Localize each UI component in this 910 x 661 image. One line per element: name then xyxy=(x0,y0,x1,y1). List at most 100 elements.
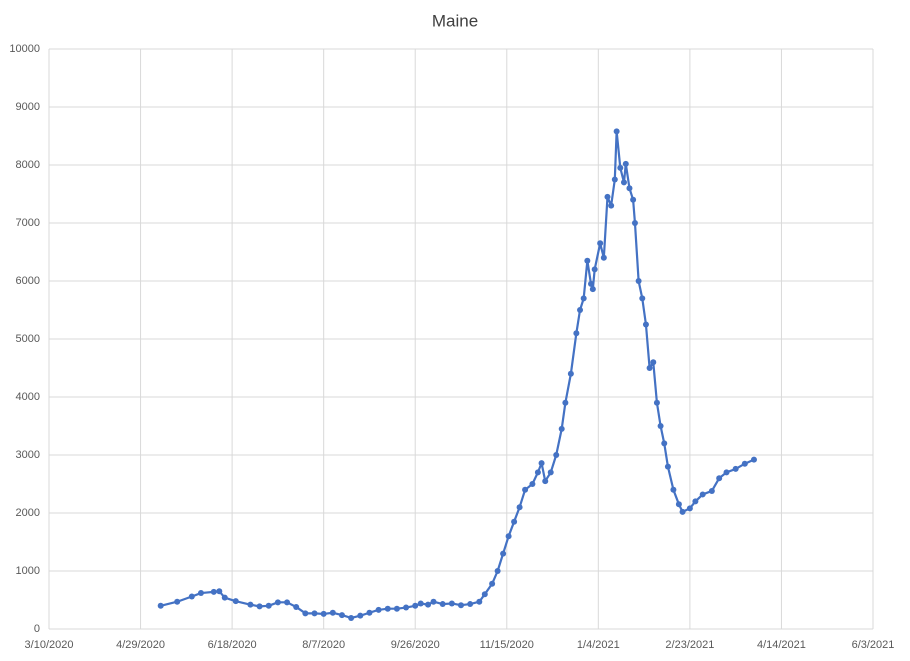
x-tick-label: 8/7/2020 xyxy=(302,639,345,651)
data-point xyxy=(679,508,686,515)
data-point xyxy=(708,487,715,494)
data-point xyxy=(375,606,382,613)
data-point xyxy=(750,456,757,463)
x-tick-label: 4/29/2020 xyxy=(116,639,165,651)
data-point xyxy=(256,603,263,610)
data-point xyxy=(686,505,693,512)
data-point xyxy=(600,254,607,261)
data-point xyxy=(357,612,364,619)
data-point xyxy=(393,605,400,612)
data-point xyxy=(522,486,529,493)
data-point xyxy=(597,240,604,247)
data-point xyxy=(567,370,574,377)
data-point xyxy=(403,604,410,611)
x-tick-label: 11/15/2020 xyxy=(480,639,534,651)
y-tick-label: 6000 xyxy=(16,275,40,287)
data-point xyxy=(489,580,496,587)
data-point xyxy=(626,185,633,192)
data-point xyxy=(417,600,424,607)
data-point xyxy=(547,469,554,476)
data-point xyxy=(741,460,748,467)
data-point xyxy=(716,475,723,482)
x-tick-label: 1/4/2021 xyxy=(577,639,620,651)
x-tick-label: 6/18/2020 xyxy=(208,639,257,651)
y-tick-label: 3000 xyxy=(16,449,40,461)
data-point xyxy=(320,610,327,617)
data-point xyxy=(174,598,181,605)
data-point xyxy=(348,614,355,621)
data-point xyxy=(430,598,437,605)
data-point xyxy=(293,603,300,610)
data-point xyxy=(732,465,739,472)
data-point xyxy=(580,295,587,302)
data-point xyxy=(657,423,664,429)
y-tick-label: 5000 xyxy=(16,333,40,345)
data-point xyxy=(412,602,419,609)
data-point xyxy=(221,594,228,601)
y-tick-label: 1000 xyxy=(16,565,40,577)
data-point xyxy=(467,601,474,608)
data-point xyxy=(608,202,615,209)
data-point xyxy=(646,365,653,371)
data-point xyxy=(302,610,309,617)
data-point xyxy=(210,588,217,595)
data-point xyxy=(500,550,507,557)
data-point xyxy=(311,610,318,617)
data-point xyxy=(265,602,272,609)
data-point xyxy=(692,498,699,505)
data-point xyxy=(338,612,345,619)
data-point xyxy=(613,128,620,135)
data-point xyxy=(622,160,629,167)
data-point xyxy=(534,469,541,476)
data-point xyxy=(458,602,464,609)
data-point xyxy=(653,399,660,406)
x-tick-label: 4/14/2021 xyxy=(757,639,806,651)
y-tick-label: 9000 xyxy=(16,101,40,113)
data-point xyxy=(620,179,627,186)
data-point xyxy=(329,609,336,616)
data-point xyxy=(630,196,637,203)
data-point xyxy=(558,425,565,432)
data-point xyxy=(635,278,642,284)
x-tick-label: 3/10/2020 xyxy=(25,639,74,651)
data-point xyxy=(553,452,560,458)
data-point xyxy=(157,602,164,609)
data-point xyxy=(542,478,549,485)
data-line xyxy=(160,130,755,620)
data-point xyxy=(448,600,455,607)
data-point xyxy=(591,266,598,273)
data-point xyxy=(723,469,730,476)
data-point xyxy=(562,399,569,406)
data-point xyxy=(232,598,239,605)
data-point xyxy=(188,593,195,600)
data-point xyxy=(425,601,432,608)
data-point xyxy=(577,307,584,313)
y-tick-label: 2000 xyxy=(16,507,40,519)
data-point xyxy=(661,440,668,447)
x-tick-label: 9/26/2020 xyxy=(391,639,440,651)
data-point xyxy=(476,598,483,605)
x-tick-label: 6/3/2021 xyxy=(852,639,895,651)
data-point xyxy=(589,286,596,293)
data-point xyxy=(642,321,649,328)
data-point xyxy=(481,591,488,598)
data-point xyxy=(584,257,591,264)
data-point xyxy=(384,605,391,612)
data-point xyxy=(588,280,595,287)
x-tick-label: 2/23/2021 xyxy=(665,639,714,651)
data-point xyxy=(670,486,677,493)
y-tick-label: 4000 xyxy=(16,391,40,403)
data-point xyxy=(216,588,223,595)
y-tick-label: 0 xyxy=(34,623,40,635)
data-point xyxy=(197,590,204,597)
data-point xyxy=(529,481,536,487)
data-point xyxy=(538,460,545,467)
data-point xyxy=(611,176,618,183)
y-tick-label: 7000 xyxy=(16,217,40,229)
y-tick-label: 8000 xyxy=(16,159,40,171)
data-point xyxy=(505,533,512,540)
data-point xyxy=(516,504,523,511)
data-point xyxy=(274,599,281,606)
data-point xyxy=(439,601,446,608)
